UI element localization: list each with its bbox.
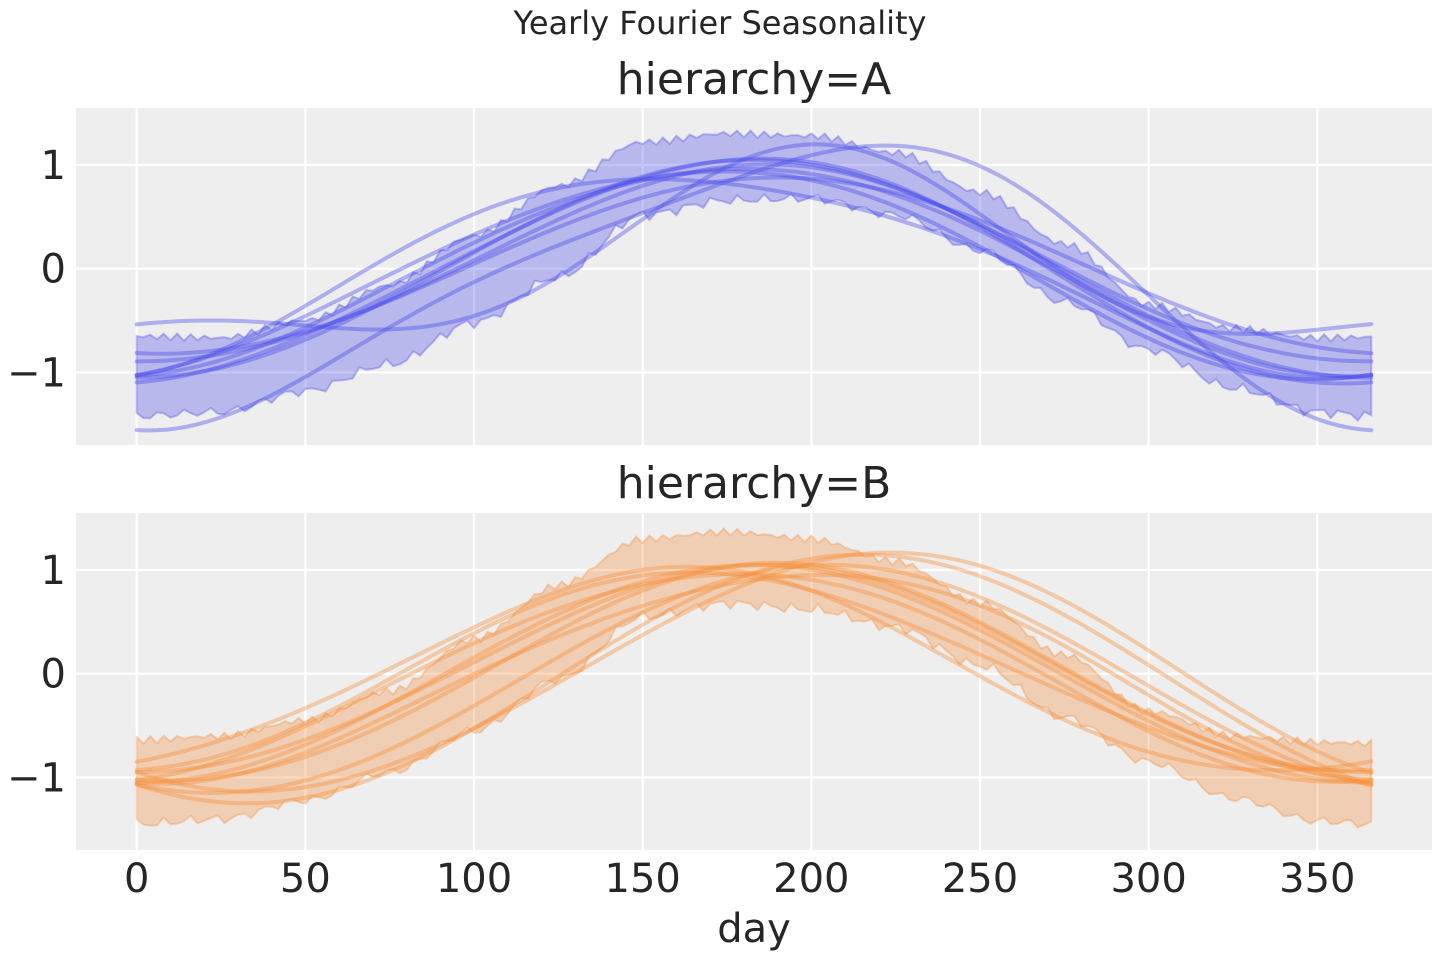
panel-title-a: hierarchy=A bbox=[617, 54, 891, 105]
figure-suptitle: Yearly Fourier Seasonality bbox=[513, 4, 927, 42]
series-line-b-7 bbox=[134, 550, 1374, 794]
series-line-b-3 bbox=[134, 570, 1374, 773]
series-lines-b bbox=[134, 550, 1374, 806]
y-tick-label: 0 bbox=[41, 652, 66, 698]
series-line-b-2 bbox=[134, 560, 1374, 783]
x-ticks-b: 0 50 100 150 200 250 300 350 bbox=[124, 856, 1356, 902]
panel-hierarchy-b: −1 0 1 0 50 100 150 200 250 300 350 hierarchy=B d… bbox=[7, 458, 1432, 952]
x-tick-label: 50 bbox=[280, 856, 331, 902]
series-line-b-6 bbox=[134, 564, 1374, 773]
hdi-band-b bbox=[135, 526, 1373, 829]
series-line-a-1 bbox=[134, 166, 1374, 379]
x-axis-label: day bbox=[717, 906, 791, 952]
y-tick-label: −1 bbox=[7, 755, 66, 801]
series-line-a-5 bbox=[134, 156, 1374, 386]
series-line-a-4 bbox=[134, 175, 1374, 356]
credible-band-a bbox=[135, 129, 1373, 422]
y-tick-label: −1 bbox=[7, 350, 66, 396]
y-tick-label: 1 bbox=[41, 548, 66, 594]
panel-title-b: hierarchy=B bbox=[617, 458, 892, 509]
x-tick-label: 200 bbox=[773, 856, 849, 902]
series-lines-a bbox=[134, 142, 1374, 433]
x-tick-label: 100 bbox=[436, 856, 512, 902]
y-ticks-a: −1 0 1 bbox=[7, 143, 66, 396]
series-line-b-4 bbox=[134, 562, 1374, 795]
series-line-b-9 bbox=[134, 562, 1374, 775]
series-line-a-7 bbox=[134, 143, 1374, 433]
x-tick-label: 0 bbox=[124, 856, 149, 902]
x-tick-label: 150 bbox=[605, 856, 681, 902]
series-line-a-0 bbox=[134, 157, 1374, 380]
x-tick-label: 250 bbox=[942, 856, 1018, 902]
y-tick-label: 1 bbox=[41, 143, 66, 189]
credible-band-b bbox=[135, 526, 1373, 829]
series-line-a-8 bbox=[134, 177, 1374, 381]
series-line-a-2 bbox=[134, 162, 1374, 364]
x-tick-label: 300 bbox=[1110, 856, 1186, 902]
hdi-band-a bbox=[135, 129, 1373, 422]
series-line-b-5 bbox=[134, 572, 1374, 786]
series-line-a-3 bbox=[134, 169, 1374, 382]
x-tick-label: 350 bbox=[1279, 856, 1355, 902]
gridlines-a bbox=[76, 108, 1432, 445]
panel-hierarchy-a: −1 0 1 hierarchy=A bbox=[7, 54, 1432, 445]
gridlines-b bbox=[76, 513, 1432, 850]
series-line-b-8 bbox=[134, 552, 1374, 806]
y-ticks-b: −1 0 1 bbox=[7, 548, 66, 801]
series-line-a-6 bbox=[134, 142, 1374, 337]
series-line-b-0 bbox=[134, 562, 1374, 785]
y-tick-label: 0 bbox=[41, 247, 66, 293]
series-line-b-1 bbox=[134, 571, 1374, 784]
